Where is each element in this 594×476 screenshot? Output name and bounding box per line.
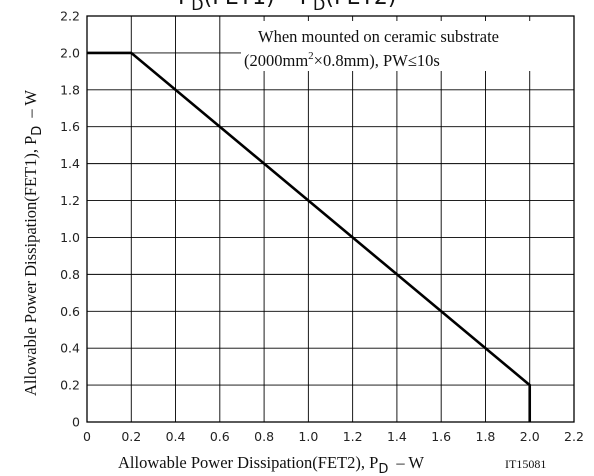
y-tick-label: 0.6 [60, 304, 80, 319]
figure-code: IT15081 [505, 457, 546, 471]
x-axis-label: Allowable Power Dissipation(FET2), PD – W [118, 453, 424, 476]
y-tick-label: 0 [72, 415, 80, 430]
annotation-box [241, 21, 575, 71]
y-tick-label: 0.4 [60, 341, 80, 356]
x-tick-label: 1.8 [476, 429, 496, 444]
x-tick-label: 0.8 [254, 429, 274, 444]
series-group [87, 51, 532, 422]
x-tick-label: 2.2 [564, 429, 584, 444]
y-tick-label: 2.2 [60, 9, 80, 24]
annotation-line-1: When mounted on ceramic substrate [258, 27, 499, 46]
plot-frame [86, 15, 575, 423]
y-tick-label: 1.2 [60, 193, 80, 208]
y-tick-label: 2.0 [60, 45, 80, 60]
y-tick-label: 1.8 [60, 82, 80, 97]
chart-title: PD(FET1) – PD(FET2) [178, 0, 397, 14]
x-tick-label: 1.0 [298, 429, 318, 444]
x-tick-label: 2.0 [520, 429, 540, 444]
x-tick-label: 0 [83, 429, 91, 444]
annotation-line-2: (2000mm2×0.8mm), PW≤10s [244, 50, 440, 70]
x-tick-label: 1.4 [387, 429, 407, 444]
x-tick-label: 1.2 [343, 429, 363, 444]
y-tick-label: 1.4 [60, 156, 80, 171]
x-tick-label: 0.4 [166, 429, 186, 444]
y-tick-label: 0.8 [60, 267, 80, 282]
y-axis-label: Allowable Power Dissipation(FET1), PD– W [21, 90, 45, 396]
grid [87, 16, 574, 422]
y-tick-label: 1.6 [60, 119, 80, 134]
series-line [87, 51, 532, 422]
y-tick-label: 0.2 [60, 378, 80, 393]
y-tick-label: 1.0 [60, 230, 80, 245]
x-tick-label: 0.6 [210, 429, 230, 444]
x-tick-label: 1.6 [431, 429, 451, 444]
tick-labels: 0 0.2 0.4 0.6 0.8 1.0 1.2 1.4 1.6 1.8 2.0 2.2 0 0.2 0.… [60, 9, 584, 445]
x-tick-label: 0.2 [121, 429, 141, 444]
